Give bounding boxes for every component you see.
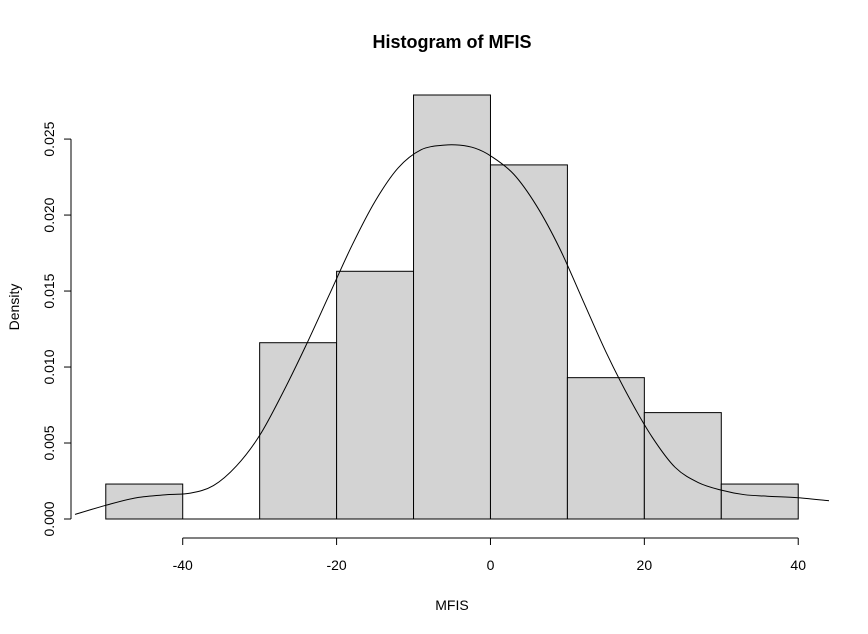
histogram-bar-4 <box>413 94 491 520</box>
histogram-bars <box>105 94 799 520</box>
y-tick-label: 0.020 <box>41 197 57 232</box>
histogram-bar-2 <box>259 342 338 520</box>
y-tick-label: 0.025 <box>41 121 57 156</box>
y-tick-label: 0.010 <box>41 349 57 384</box>
y-tick-label: 0.000 <box>41 501 57 536</box>
x-axis-label: MFIS <box>435 597 468 613</box>
y-axis-label: Density <box>6 284 22 331</box>
x-tick-label: -40 <box>173 557 193 573</box>
x-tick-label: -20 <box>326 557 346 573</box>
density-curve <box>74 144 830 515</box>
x-tick-label: 0 <box>487 557 495 573</box>
x-tick-label: 20 <box>637 557 653 573</box>
histogram-bar-7 <box>643 412 722 520</box>
histogram-bar-0 <box>105 483 184 520</box>
y-tick-label: 0.015 <box>41 273 57 308</box>
histogram-bar-3 <box>336 270 415 520</box>
histogram-bar-5 <box>489 164 568 520</box>
x-axis: -40 -20 0 20 40 <box>173 537 806 573</box>
histogram-bar-6 <box>566 377 645 520</box>
y-tick-label: 0.005 <box>41 425 57 460</box>
histogram-bar-8 <box>720 483 799 520</box>
x-tick-label: 40 <box>790 557 806 573</box>
chart-title: Histogram of MFIS <box>372 32 531 52</box>
y-axis: 0.000 0.005 0.010 0.015 0.020 0.025 <box>41 121 72 537</box>
